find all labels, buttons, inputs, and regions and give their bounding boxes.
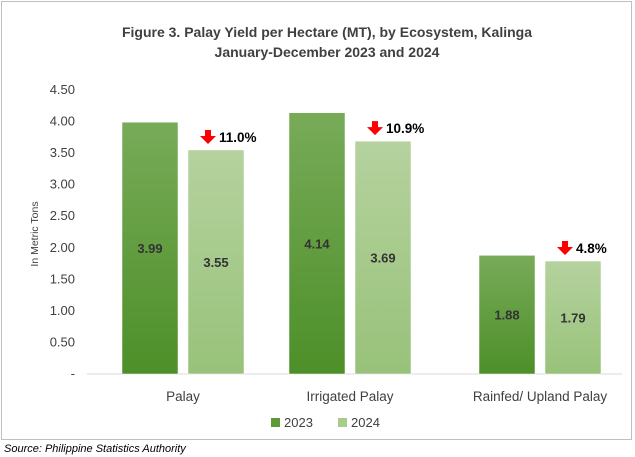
- change-label: 11.0%: [219, 130, 257, 145]
- value-label: 4.14: [304, 236, 330, 251]
- category-label: Rainfed/ Upland Palay: [473, 389, 608, 404]
- bar-2024-2: [544, 260, 602, 375]
- bar-2023-0: [121, 121, 179, 375]
- value-label: 3.69: [370, 251, 395, 266]
- y-tick-label: -: [71, 366, 75, 381]
- legend-swatch-2024: [338, 418, 347, 427]
- value-label: 3.99: [137, 241, 162, 256]
- y-tick-label: 1.50: [50, 271, 75, 286]
- down-arrow-icon: [200, 129, 216, 144]
- y-axis-label: In Metric Tons: [29, 201, 41, 266]
- bar-2023-1: [288, 112, 346, 375]
- y-tick-label: 1.00: [50, 303, 75, 318]
- bar-2024-0: [187, 149, 245, 375]
- chart-title-line-2: January-December 2023 and 2024: [215, 44, 440, 60]
- legend-swatch-2023: [271, 418, 280, 427]
- legend-label: 2024: [351, 415, 380, 430]
- chart-frame: Figure 3. Palay Yield per Hectare (MT), …: [1, 1, 632, 440]
- value-label: 1.79: [560, 311, 585, 326]
- y-tick-label: 2.00: [50, 240, 75, 255]
- bar-chart: Figure 3. Palay Yield per Hectare (MT), …: [29, 24, 622, 430]
- legend-label: 2023: [284, 415, 313, 430]
- source-note: Source: Philippine Statistics Authority: [4, 443, 186, 455]
- value-label: 1.88: [494, 308, 519, 323]
- legend: 2023 2024: [271, 415, 380, 430]
- y-tick-label: 3.50: [50, 145, 75, 160]
- change-label: 10.9%: [386, 121, 424, 136]
- down-arrow-icon: [557, 241, 573, 256]
- change-label: 4.8%: [576, 241, 607, 256]
- y-axis-ticks: - 0.50 1.00 1.50 2.00 2.50 3.00 3.50 4.00 4.50: [50, 82, 75, 381]
- category-label: Palay: [166, 389, 200, 404]
- category-labels: Palay Irrigated Palay Rainfed/ Upland Pala…: [166, 389, 607, 404]
- bar-2024-1: [354, 140, 412, 375]
- change-annotations: 11.0% 10.9% 4.8%: [200, 121, 607, 256]
- y-tick-label: 4.50: [50, 82, 75, 97]
- y-tick-label: 0.50: [50, 334, 75, 349]
- bar-2023-2: [478, 255, 536, 375]
- chart-title-line-1: Figure 3. Palay Yield per Hectare (MT), …: [122, 24, 532, 40]
- value-labels: 3.99 3.55 4.14 3.69 1.88 1.79: [137, 236, 585, 325]
- y-tick-label: 2.50: [50, 208, 75, 223]
- category-label: Irrigated Palay: [306, 389, 393, 404]
- y-tick-label: 4.00: [50, 114, 75, 129]
- y-tick-label: 3.00: [50, 177, 75, 192]
- bars: [121, 112, 602, 375]
- value-label: 3.55: [203, 255, 228, 270]
- down-arrow-icon: [367, 121, 383, 136]
